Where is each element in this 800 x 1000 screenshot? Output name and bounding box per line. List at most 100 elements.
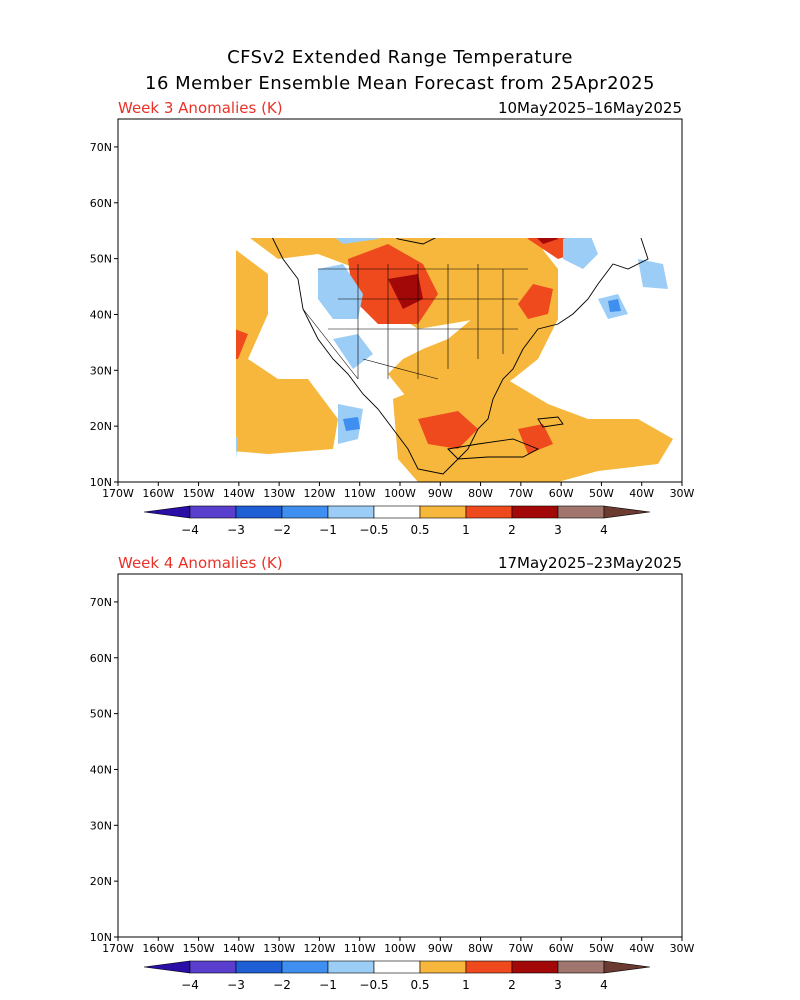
lon-tick-label: 40W bbox=[629, 487, 654, 500]
lat-tick-label: 40N bbox=[90, 763, 112, 776]
colorbar-label: −3 bbox=[227, 523, 245, 537]
week3-anomaly-region bbox=[608, 299, 621, 312]
colorbar-segment bbox=[465, 960, 513, 974]
lat-tick-label: 70N bbox=[90, 596, 112, 609]
lon-tick-label: 80W bbox=[468, 942, 493, 955]
colorbar-segment bbox=[557, 960, 605, 974]
lon-tick-label: 140W bbox=[223, 942, 255, 955]
lon-tick-label: 60W bbox=[549, 487, 574, 500]
week3-dates: 10May2025–16May2025 bbox=[497, 99, 682, 117]
lat-tick-label: 60N bbox=[90, 197, 112, 210]
week3-label: Week 3 Anomalies (K) bbox=[118, 99, 283, 117]
week3-anomaly-fields bbox=[236, 238, 673, 482]
lon-tick-label: 110W bbox=[344, 942, 376, 955]
week4-plot-area: 170W 160W 150W 140W 130W 120W 110W 100W 90W 80W 70… bbox=[90, 573, 695, 955]
week4-colorbar: −4 −3 −2 −1 −0.5 0.5 1 2 3 4 bbox=[143, 960, 651, 992]
colorbar-segment bbox=[235, 960, 283, 974]
week3-anomaly-region bbox=[335, 238, 379, 244]
lon-tick-label: 100W bbox=[384, 942, 416, 955]
colorbar-label: 0.5 bbox=[410, 523, 429, 537]
colorbar-label: −3 bbox=[227, 978, 245, 992]
colorbar-label: −4 bbox=[181, 523, 199, 537]
week3-anomaly-region bbox=[518, 284, 553, 319]
lon-tick-label: 60W bbox=[549, 942, 574, 955]
week3-anomaly-region bbox=[343, 417, 360, 431]
chart-title-line-1: CFSv2 Extended Range Temperature bbox=[227, 47, 573, 68]
lat-tick-label: 60N bbox=[90, 652, 112, 665]
week3-anomaly-region bbox=[236, 437, 238, 459]
week3-anomaly-region bbox=[418, 411, 478, 449]
colorbar-label: 3 bbox=[554, 523, 562, 537]
lat-tick-label: 10N bbox=[90, 931, 112, 944]
colorbar-label: −0.5 bbox=[359, 978, 388, 992]
coastline bbox=[447, 438, 540, 460]
colorbar-segment bbox=[327, 960, 375, 974]
political-boundary bbox=[362, 358, 439, 380]
week3-anomaly-region bbox=[388, 238, 558, 409]
lon-tick-label: 30W bbox=[670, 487, 695, 500]
lon-tick-label: 50W bbox=[589, 942, 614, 955]
colorbar-label: −1 bbox=[319, 978, 337, 992]
week3-anomaly-region bbox=[236, 329, 248, 359]
week3-colorbar: −4 −3 −2 −1 −0.5 0.5 1 2 3 4 bbox=[143, 505, 651, 537]
colorbar-segment bbox=[281, 960, 329, 974]
colorbar-segment bbox=[373, 960, 421, 974]
chart-title-line-2: 16 Member Ensemble Mean Forecast from 25… bbox=[145, 73, 655, 94]
colorbar-label: −2 bbox=[273, 978, 291, 992]
colorbar-segment bbox=[419, 960, 467, 974]
lat-tick-label: 50N bbox=[90, 708, 112, 721]
week3-anomaly-region bbox=[518, 424, 553, 454]
colorbar-segment bbox=[511, 960, 559, 974]
lon-tick-label: 170W bbox=[102, 487, 134, 500]
lon-tick-label: 90W bbox=[428, 942, 453, 955]
lon-tick-label: 120W bbox=[303, 487, 335, 500]
week3-anomaly-region bbox=[236, 250, 338, 454]
colorbar-label: 2 bbox=[508, 978, 516, 992]
colorbar-label: 0.5 bbox=[410, 978, 429, 992]
lat-tick-label: 30N bbox=[90, 364, 112, 377]
week3-anomaly-region bbox=[638, 259, 668, 289]
lon-tick-label: 140W bbox=[223, 487, 255, 500]
lon-tick-label: 50W bbox=[589, 487, 614, 500]
week4-map-background bbox=[118, 574, 682, 937]
colorbar-label: −2 bbox=[273, 523, 291, 537]
week3-anomaly-region bbox=[388, 274, 423, 309]
coastline bbox=[537, 416, 564, 428]
week3-anomaly-region bbox=[563, 238, 598, 269]
colorbar-label: 2 bbox=[508, 523, 516, 537]
lon-tick-label: 100W bbox=[384, 487, 416, 500]
lon-tick-label: 40W bbox=[629, 942, 654, 955]
lon-tick-label: 70W bbox=[508, 942, 533, 955]
week3-anomaly-region bbox=[537, 238, 558, 244]
lon-tick-label: 110W bbox=[344, 487, 376, 500]
week3-anomaly-region bbox=[333, 334, 373, 369]
colorbar-segment bbox=[189, 960, 237, 974]
lon-tick-label: 150W bbox=[183, 487, 215, 500]
lat-tick-label: 70N bbox=[90, 141, 112, 154]
lon-tick-label: 120W bbox=[303, 942, 335, 955]
lon-tick-label: 170W bbox=[102, 942, 134, 955]
lat-tick-label: 30N bbox=[90, 819, 112, 832]
lon-tick-label: 70W bbox=[508, 487, 533, 500]
week4-label: Week 4 Anomalies (K) bbox=[118, 554, 283, 572]
political-boundary bbox=[302, 308, 359, 380]
colorbar-label: 1 bbox=[462, 978, 470, 992]
colorbar-label: 4 bbox=[600, 978, 608, 992]
lon-tick-label: 130W bbox=[263, 487, 295, 500]
colorbar-segment bbox=[603, 960, 651, 974]
lon-tick-label: 160W bbox=[142, 487, 174, 500]
lat-tick-label: 10N bbox=[90, 476, 112, 489]
coastline bbox=[271, 238, 649, 475]
lat-tick-label: 20N bbox=[90, 875, 112, 888]
week3-plot-area: 170W 160W 150W 140W 130W 120W 110W 100W 90W 80W 70… bbox=[90, 118, 695, 500]
week3-anomaly-region bbox=[318, 264, 363, 319]
lon-tick-label: 30W bbox=[670, 942, 695, 955]
colorbar-label: 1 bbox=[462, 523, 470, 537]
colorbar-label: 4 bbox=[600, 523, 608, 537]
colorbar-label: −1 bbox=[319, 523, 337, 537]
week3-coastlines bbox=[271, 238, 649, 475]
lon-tick-label: 90W bbox=[428, 487, 453, 500]
colorbar-segment bbox=[143, 960, 191, 974]
